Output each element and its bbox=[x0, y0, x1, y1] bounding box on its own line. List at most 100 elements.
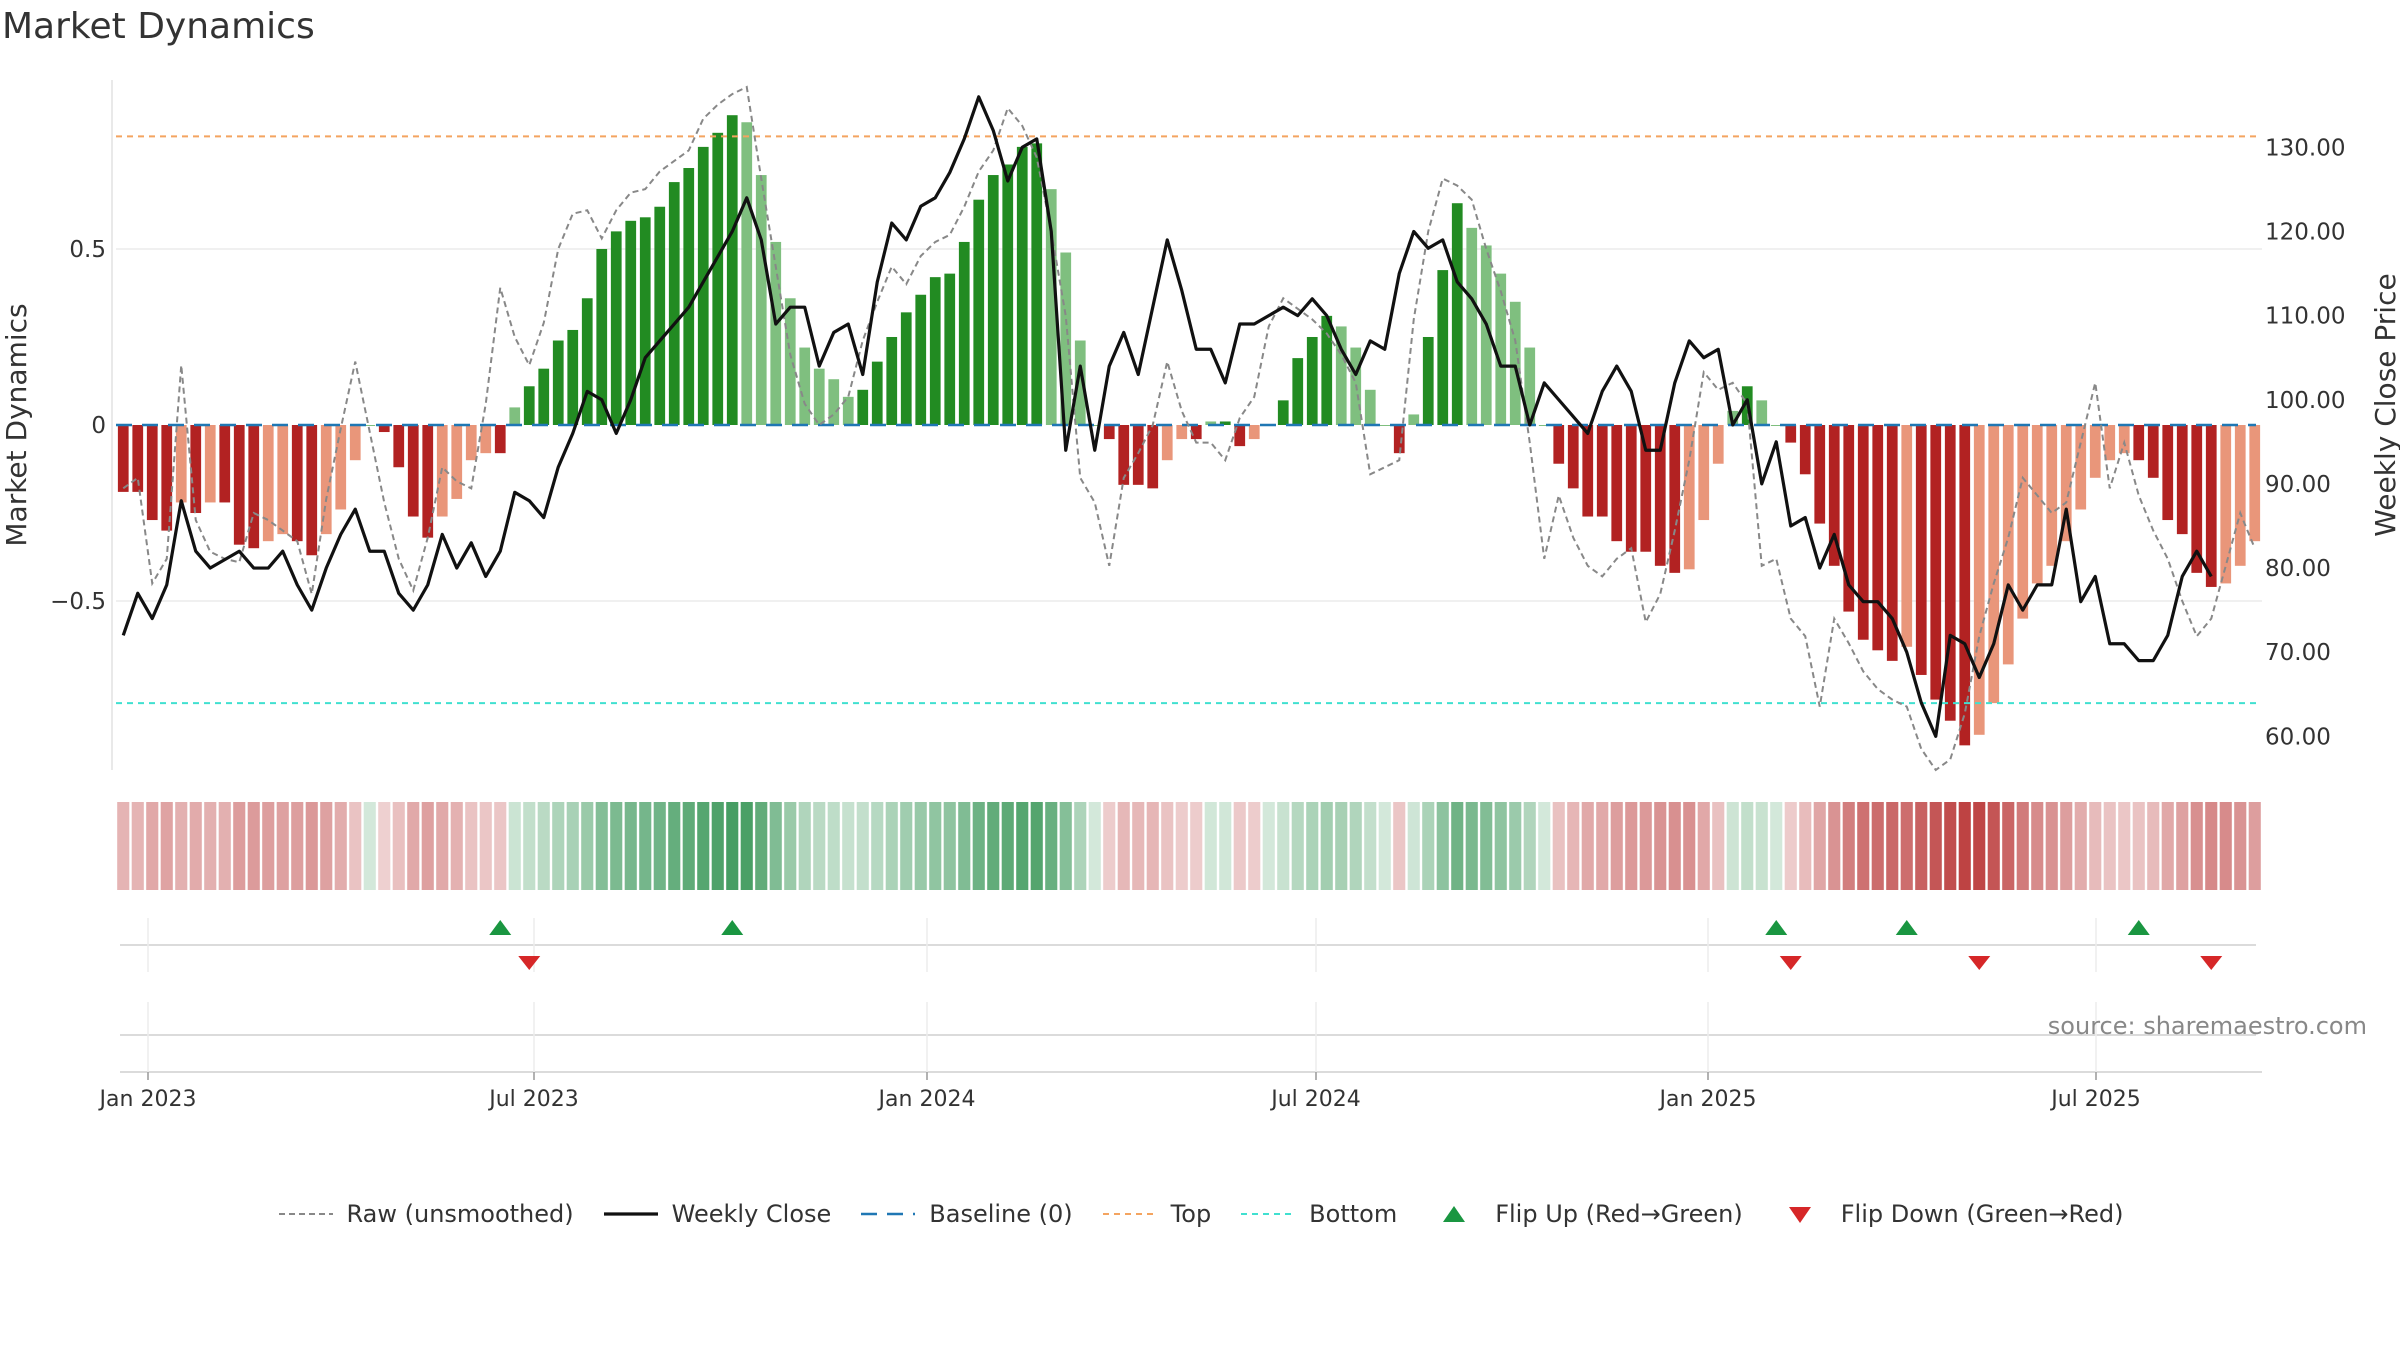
md-bar bbox=[2002, 425, 2014, 665]
heat-cell bbox=[1233, 802, 1246, 890]
heat-cell bbox=[1538, 802, 1551, 890]
md-bar bbox=[1002, 164, 1014, 425]
md-bar bbox=[2176, 425, 2188, 535]
right-tick-label: 100.00 bbox=[2265, 388, 2345, 414]
md-bar bbox=[1335, 326, 1347, 425]
md-bar bbox=[1640, 425, 1652, 552]
md-bar bbox=[581, 298, 593, 425]
heat-cell bbox=[305, 802, 318, 890]
heat-cell bbox=[2205, 802, 2218, 890]
heat-cell bbox=[494, 802, 507, 890]
md-bar bbox=[784, 298, 796, 425]
md-bar bbox=[1538, 425, 1550, 426]
md-bar bbox=[741, 122, 753, 425]
md-bar bbox=[1190, 425, 1202, 440]
heat-cell bbox=[2147, 802, 2160, 890]
heat-cell bbox=[856, 802, 869, 890]
heat-cell bbox=[1465, 802, 1478, 890]
heat-cell bbox=[1016, 802, 1029, 890]
heat-cell bbox=[552, 802, 565, 890]
heat-cell bbox=[798, 802, 811, 890]
heat-cell bbox=[1407, 802, 1420, 890]
chart-title: Market Dynamics bbox=[2, 6, 315, 47]
md-bar bbox=[886, 336, 898, 425]
md-bar bbox=[451, 425, 463, 499]
heat-cell bbox=[1248, 802, 1261, 890]
heat-cell bbox=[1291, 802, 1304, 890]
md-bar bbox=[2249, 425, 2261, 542]
heat-cell bbox=[1799, 802, 1812, 890]
legend-item-price: Weekly Close bbox=[602, 1200, 831, 1228]
md-bar bbox=[987, 175, 999, 425]
heat-cell bbox=[1552, 802, 1565, 890]
x-tick-label: Jan 2024 bbox=[877, 1087, 976, 1112]
md-bar bbox=[2118, 425, 2130, 454]
heat-cell bbox=[1784, 802, 1797, 890]
md-bar bbox=[1364, 389, 1376, 425]
heat-cell bbox=[1422, 802, 1435, 890]
heat-cell bbox=[1204, 802, 1217, 890]
md-bar bbox=[1799, 425, 1811, 475]
heat-cell bbox=[465, 802, 478, 890]
md-bar bbox=[900, 312, 912, 425]
raw-line bbox=[122, 85, 2256, 772]
heat-cell bbox=[624, 802, 637, 890]
heat-cell bbox=[320, 802, 333, 890]
md-bar bbox=[393, 425, 405, 468]
md-bar bbox=[668, 182, 680, 425]
md-bar bbox=[335, 425, 347, 510]
heat-cell bbox=[1088, 802, 1101, 890]
md-bar bbox=[422, 425, 434, 538]
flip-up-marker bbox=[1895, 920, 1918, 935]
heat-cell bbox=[1494, 802, 1507, 890]
md-bar bbox=[1930, 425, 1942, 700]
heat-cell bbox=[827, 802, 840, 890]
heat-cell bbox=[900, 802, 913, 890]
md-bar bbox=[828, 379, 840, 425]
md-bar bbox=[958, 241, 970, 425]
md-bar bbox=[1176, 425, 1188, 440]
heat-cell bbox=[668, 802, 681, 890]
md-bar bbox=[320, 425, 332, 535]
md-bar bbox=[1988, 425, 2000, 704]
md-bar bbox=[175, 425, 187, 503]
heat-cell bbox=[697, 802, 710, 890]
heat-cell bbox=[726, 802, 739, 890]
heat-cell bbox=[711, 802, 724, 890]
heat-cell bbox=[378, 802, 391, 890]
source-text: source: sharemaestro.com bbox=[2048, 1012, 2367, 1040]
heat-cell bbox=[1451, 802, 1464, 890]
heat-cell bbox=[392, 802, 405, 890]
heat-cell bbox=[262, 802, 275, 890]
md-bar bbox=[1509, 301, 1521, 425]
heat-cell bbox=[1929, 802, 1942, 890]
legend-swatch-price bbox=[603, 1212, 658, 1216]
md-bar bbox=[1451, 203, 1463, 425]
md-bar bbox=[1393, 425, 1405, 454]
heat-cell bbox=[885, 802, 898, 890]
heat-cell bbox=[784, 802, 797, 890]
heat-cell bbox=[1320, 802, 1333, 890]
md-bar bbox=[1611, 425, 1623, 542]
heat-cell bbox=[972, 802, 985, 890]
md-bar bbox=[291, 425, 303, 542]
md-bar bbox=[842, 396, 854, 425]
heat-cell bbox=[1842, 802, 1855, 890]
md-bar bbox=[1524, 347, 1536, 425]
md-bar bbox=[1118, 425, 1130, 485]
md-bar bbox=[1060, 252, 1072, 425]
heat-cell bbox=[1059, 802, 1072, 890]
x-tick-label: Jan 2023 bbox=[98, 1087, 197, 1112]
legend-item-top: Top bbox=[1101, 1200, 1211, 1228]
md-bar bbox=[2046, 425, 2058, 566]
heat-cell bbox=[1436, 802, 1449, 890]
heat-cell bbox=[581, 802, 594, 890]
heat-cell bbox=[421, 802, 434, 890]
flip-up-marker bbox=[1765, 920, 1788, 935]
heat-cell bbox=[1900, 802, 1913, 890]
heat-cell bbox=[2161, 802, 2174, 890]
md-bar bbox=[146, 425, 158, 521]
md-bar bbox=[407, 425, 419, 517]
heat-cell bbox=[1523, 802, 1536, 890]
